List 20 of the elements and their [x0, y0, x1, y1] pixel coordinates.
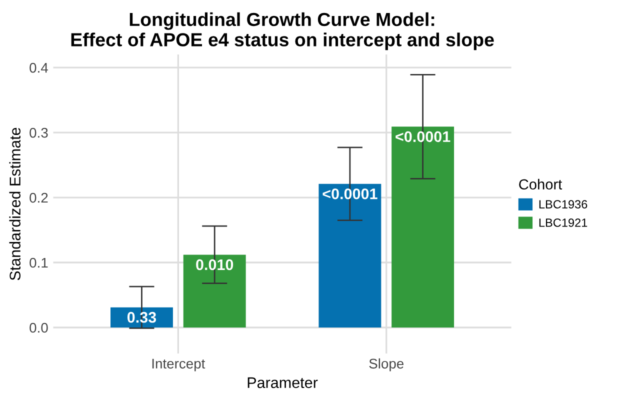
- x-axis-title: Parameter: [248, 377, 318, 388]
- annotation: 0.33: [127, 312, 156, 323]
- chart-title: Longitudinal Growth Curve Model: Effect of APOE e4 status on intercept and slope: [71, 12, 494, 50]
- annotation: 0.010: [196, 259, 234, 270]
- annotation: <0.0001: [396, 131, 450, 142]
- y-tick-label: 0.2: [30, 192, 48, 203]
- y-tick-label: 0.1: [30, 258, 48, 268]
- bar: [318, 184, 382, 328]
- legend-label: LBC1921: [539, 218, 588, 227]
- y-tick-label: 0.4: [30, 62, 48, 73]
- x-tick-label: Slope: [369, 358, 404, 372]
- x-tick-label: Intercept: [152, 358, 206, 372]
- y-tick-label: 0.0: [30, 322, 48, 333]
- annotation: <0.0001: [322, 188, 378, 200]
- bar: [392, 126, 454, 328]
- y-axis-title: Standardized Estimate: [9, 128, 20, 280]
- bar: [183, 254, 246, 328]
- y-tick-label: 0.3: [30, 128, 48, 138]
- legend-title: Cohort: [519, 178, 562, 190]
- legend-label: LBC1936: [539, 200, 588, 208]
